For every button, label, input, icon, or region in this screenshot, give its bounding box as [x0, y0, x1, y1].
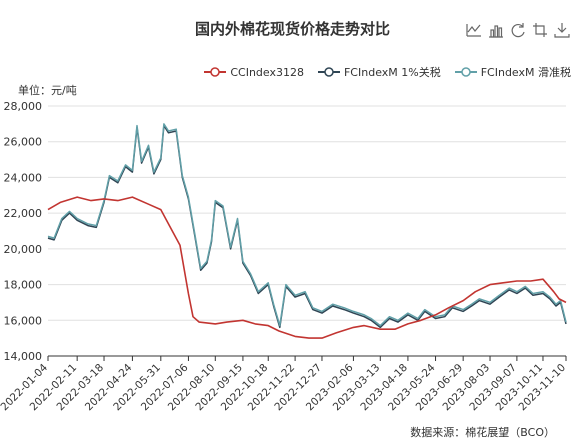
- bar-chart-icon[interactable]: [488, 22, 504, 38]
- refresh-icon[interactable]: [510, 22, 526, 38]
- legend-item-cc[interactable]: CCIndex3128: [204, 64, 304, 80]
- save-icon[interactable]: [554, 22, 570, 38]
- legend-swatch-fc-1pct: [317, 67, 340, 77]
- y-tick-label: 14,000: [4, 350, 43, 363]
- chart-legend: CCIndex3128 FCIndexM 1%关税 FCIndexM 滑准税: [204, 64, 571, 80]
- y-tick-label: 22,000: [4, 207, 43, 220]
- y-tick-label: 20,000: [4, 243, 43, 256]
- legend-item-fc-1pct[interactable]: FCIndexM 1%关税: [317, 64, 441, 80]
- line-chart-icon[interactable]: [466, 22, 482, 38]
- chart-toolbox: [466, 22, 570, 38]
- legend-item-fc-sliding[interactable]: FCIndexM 滑准税: [454, 64, 571, 80]
- download-icon[interactable]: [532, 22, 548, 38]
- y-tick-label: 16,000: [4, 314, 43, 327]
- series-line-ccindex3128: [47, 196, 567, 339]
- y-tick-label: 28,000: [4, 100, 43, 113]
- legend-label-fc-1pct: FCIndexM 1%关税: [343, 66, 441, 79]
- legend-label-fc-sliding: FCIndexM 滑准税: [480, 66, 571, 79]
- series-line-fcindexm-sliding: [47, 123, 567, 327]
- legend-swatch-cc: [204, 67, 227, 77]
- y-tick-label: 26,000: [4, 136, 43, 149]
- chart-title: 国内外棉花现货价格走势对比: [194, 20, 390, 38]
- data-source-note: 数据来源：棉花展望（BCO）: [410, 426, 555, 439]
- y-tick-label: 18,000: [4, 279, 43, 292]
- y-tick-label: 24,000: [4, 171, 43, 184]
- legend-label-cc: CCIndex3128: [230, 65, 304, 79]
- y-axis-unit-label: 单位：元/吨: [18, 84, 77, 97]
- legend-swatch-fc-sliding: [454, 67, 477, 77]
